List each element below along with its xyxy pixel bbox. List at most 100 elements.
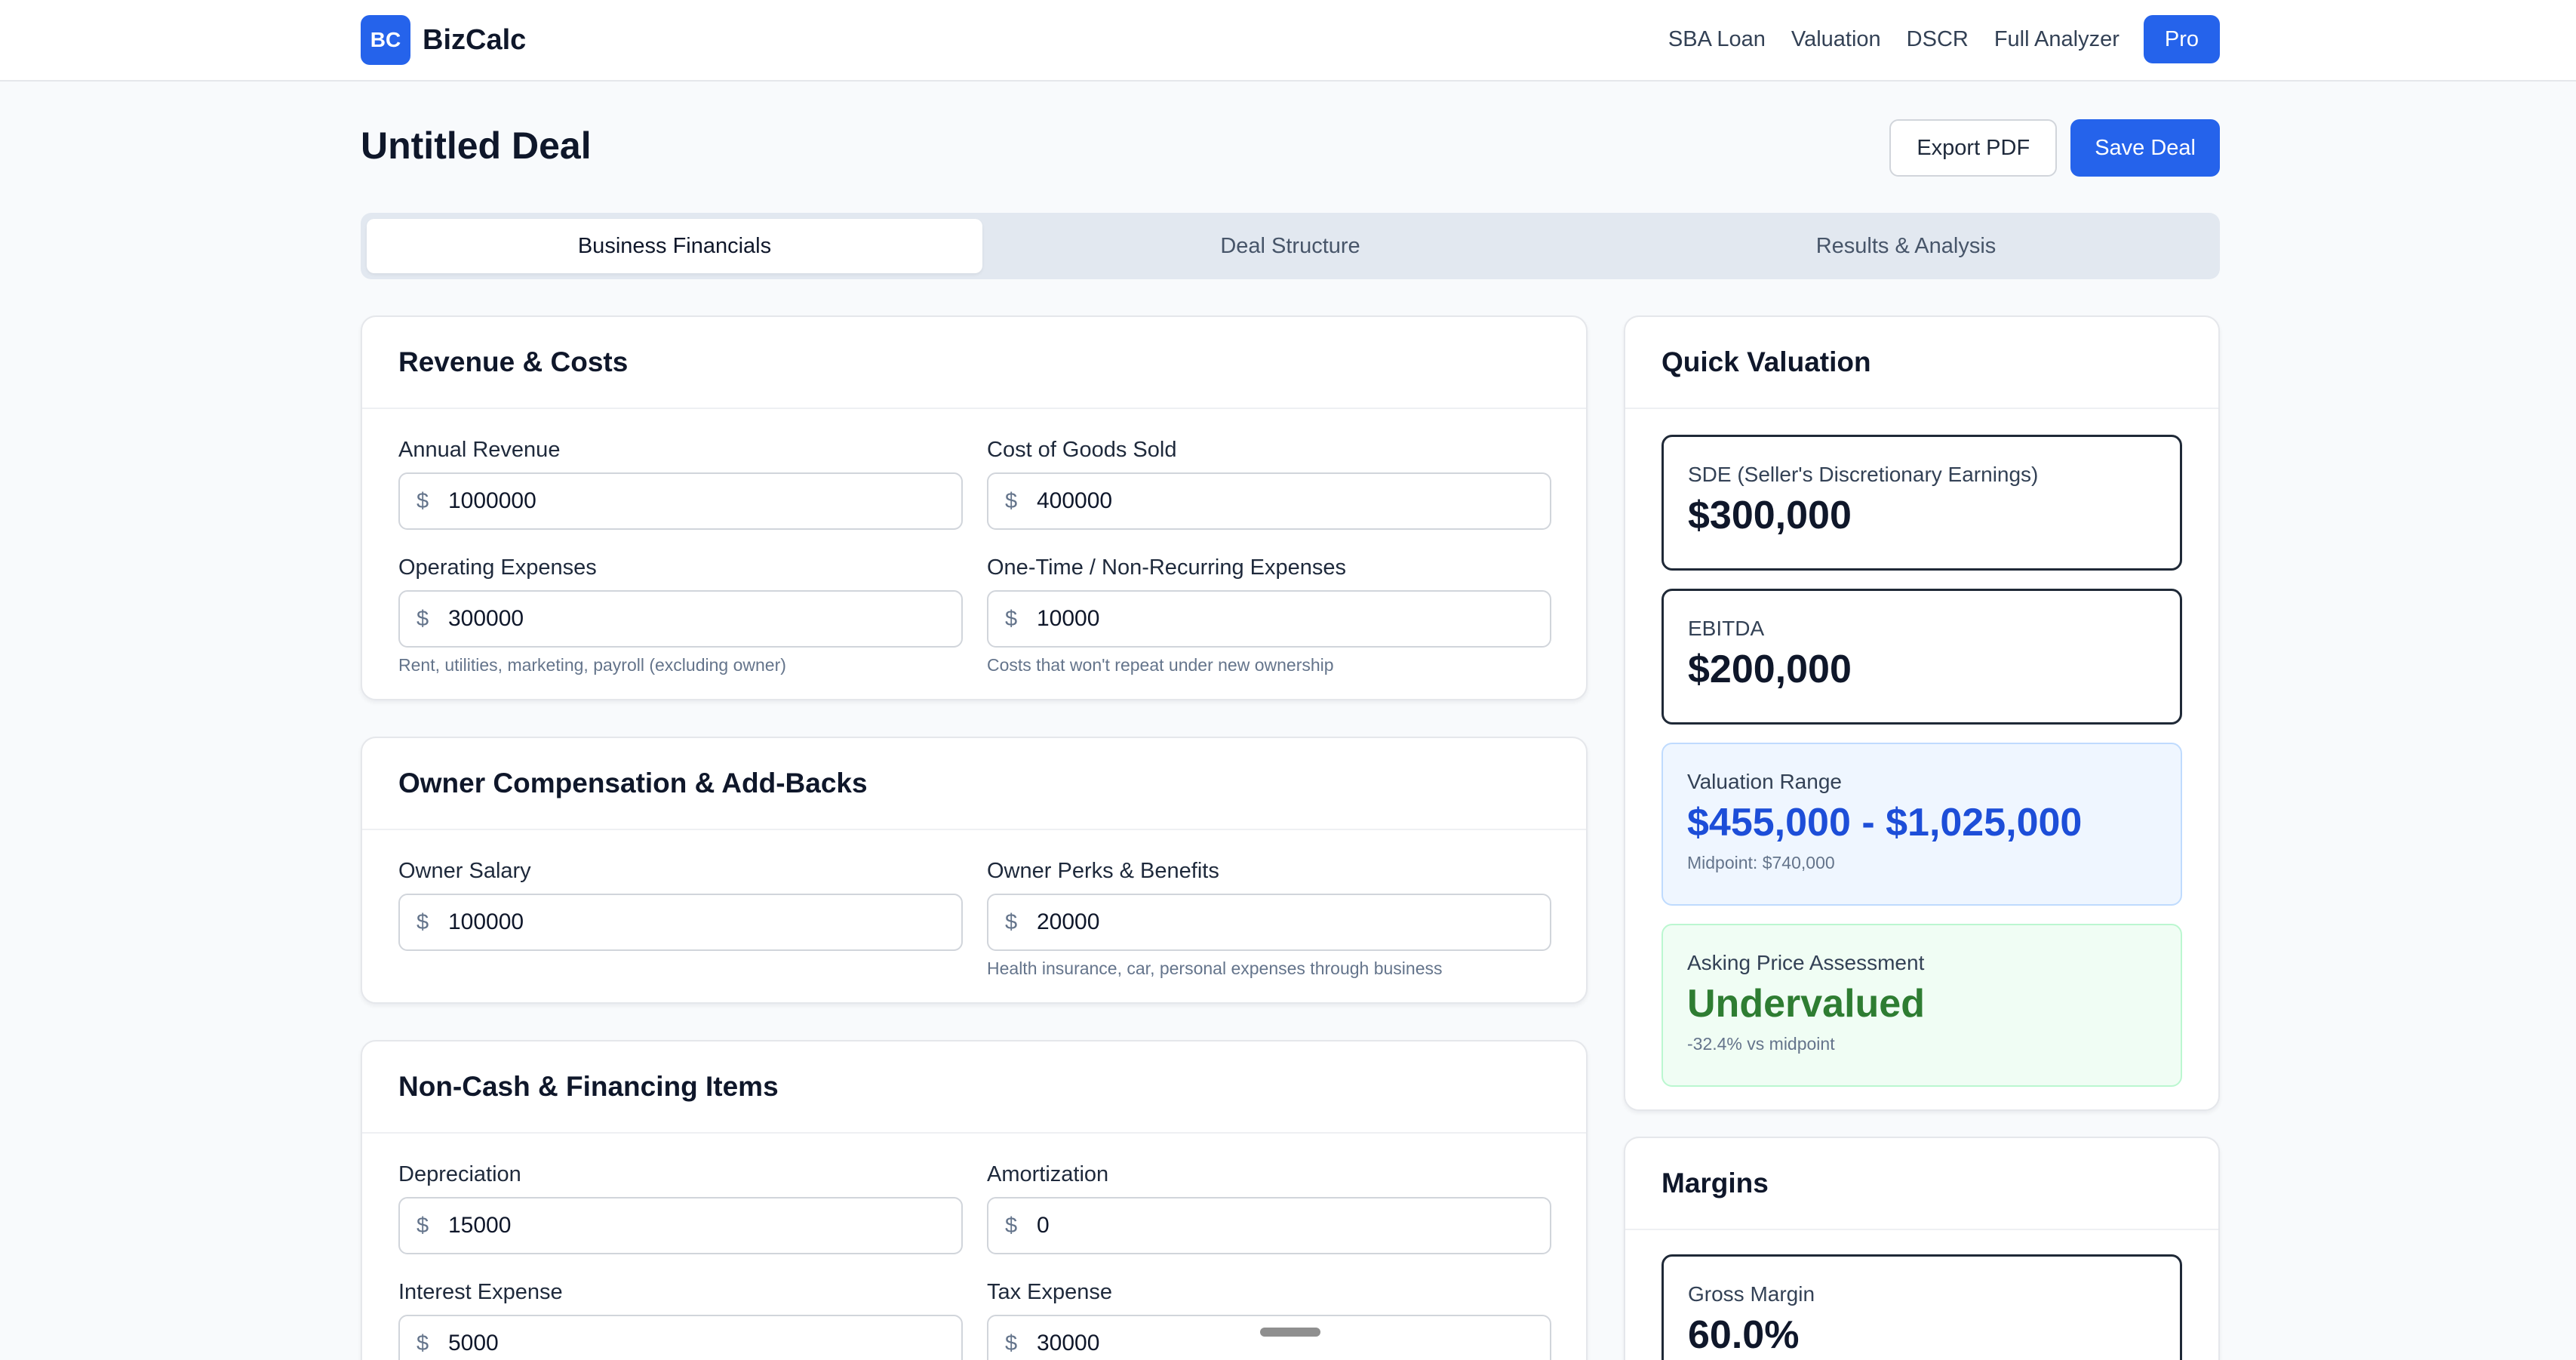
owner-comp-card: Owner Compensation & Add-Backs Owner Sal… <box>361 737 1588 1004</box>
owner-salary-label: Owner Salary <box>398 859 531 883</box>
save-deal-button[interactable]: Save Deal <box>2070 119 2220 177</box>
sde-label: SDE (Seller's Discretionary Earnings) <box>1688 463 2039 486</box>
depreciation-input[interactable]: $ 15000 <box>398 1197 963 1254</box>
currency-symbol: $ <box>1005 1331 1018 1355</box>
currency-symbol: $ <box>417 1331 429 1355</box>
operating-expenses-input[interactable]: $ 300000 <box>398 590 963 648</box>
owner-comp-title: Owner Compensation & Add-Backs <box>398 768 868 798</box>
one-time-expenses-value: 10000 <box>1037 606 1100 631</box>
tax-expense-label: Tax Expense <box>987 1280 1113 1304</box>
valuation-range-box: Valuation Range $455,000 - $1,025,000 Mi… <box>1661 743 2182 906</box>
currency-symbol: $ <box>1005 488 1018 513</box>
asking-price-box: Asking Price Assessment Undervalued -32.… <box>1661 924 2182 1087</box>
pro-button[interactable]: Pro <box>2143 15 2220 63</box>
export-pdf-button[interactable]: Export PDF <box>1889 119 2058 177</box>
gross-margin-label: Gross Margin <box>1688 1282 1815 1306</box>
tab-results-analysis[interactable]: Results & Analysis <box>1815 233 1997 258</box>
amortization-input[interactable]: $ 0 <box>987 1197 1551 1254</box>
owner-salary-input[interactable]: $ 100000 <box>398 894 963 951</box>
valuation-midpoint: Midpoint: $740,000 <box>1687 853 1835 872</box>
tax-expense-value: 30000 <box>1037 1331 1100 1355</box>
tab-bar: Business Financials Deal Structure Resul… <box>361 213 2220 279</box>
quick-valuation-title: Quick Valuation <box>1661 346 1871 377</box>
cogs-input[interactable]: $ 400000 <box>987 472 1551 530</box>
tax-expense-input[interactable]: $ 30000 <box>987 1315 1551 1360</box>
owner-perks-input[interactable]: $ 20000 <box>987 894 1551 951</box>
sde-box: SDE (Seller's Discretionary Earnings) $3… <box>1661 435 2182 571</box>
gross-margin-value: 60.0% <box>1688 1313 1800 1357</box>
main-nav: SBA Loan Valuation DSCR Full Analyzer Pr… <box>1668 15 2220 63</box>
revenue-costs-card: Revenue & Costs Annual Revenue $ 1000000… <box>361 315 1588 700</box>
owner-perks-label: Owner Perks & Benefits <box>987 859 1219 883</box>
currency-symbol: $ <box>417 606 429 631</box>
top-bar: BC BizCalc SBA Loan Valuation DSCR Full … <box>0 0 2576 82</box>
one-time-expenses-input[interactable]: $ 10000 <box>987 590 1551 648</box>
currency-symbol: $ <box>417 488 429 513</box>
currency-symbol: $ <box>1005 909 1018 934</box>
ebitda-label: EBITDA <box>1688 617 1765 640</box>
quick-valuation-card: Quick Valuation SDE (Seller's Discretion… <box>1624 315 2220 1111</box>
currency-symbol: $ <box>417 909 429 934</box>
asking-price-status: Undervalued <box>1687 982 1925 1026</box>
interest-expense-field: Interest Expense $ 5000 <box>398 1277 963 1360</box>
depreciation-value: 15000 <box>448 1213 512 1238</box>
margins-header: Margins <box>1625 1138 2218 1230</box>
tab-deal-structure[interactable]: Deal Structure <box>1220 233 1360 258</box>
interest-expense-input[interactable]: $ 5000 <box>398 1315 963 1360</box>
cogs-field: Cost of Goods Sold $ 400000 <box>987 435 1551 530</box>
nav-full-analyzer[interactable]: Full Analyzer <box>1993 26 2120 51</box>
interest-expense-label: Interest Expense <box>398 1280 563 1304</box>
owner-perks-hint: Health insurance, car, personal expenses… <box>987 958 1443 978</box>
one-time-expenses-field: One-Time / Non-Recurring Expenses $ 1000… <box>987 552 1551 675</box>
annual-revenue-field: Annual Revenue $ 1000000 <box>398 435 963 530</box>
valuation-range-label: Valuation Range <box>1687 770 1842 793</box>
amortization-value: 0 <box>1037 1213 1050 1238</box>
currency-symbol: $ <box>417 1213 429 1238</box>
nav-valuation[interactable]: Valuation <box>1791 26 1881 51</box>
operating-expenses-label: Operating Expenses <box>398 555 597 580</box>
page-actions: Export PDF Save Deal <box>1889 119 2220 177</box>
page-title: Untitled Deal <box>361 125 592 167</box>
annual-revenue-input[interactable]: $ 1000000 <box>398 472 963 530</box>
revenue-costs-header: Revenue & Costs <box>362 317 1586 409</box>
operating-expenses-hint: Rent, utilities, marketing, payroll (exc… <box>398 655 786 675</box>
owner-comp-header: Owner Compensation & Add-Backs <box>362 738 1586 830</box>
scroll-indicator[interactable] <box>1260 1328 1320 1337</box>
owner-perks-field: Owner Perks & Benefits $ 20000 Health in… <box>987 856 1551 979</box>
ebitda-box: EBITDA $200,000 <box>1661 589 2182 725</box>
non-cash-header: Non-Cash & Financing Items <box>362 1042 1586 1134</box>
currency-symbol: $ <box>1005 606 1018 631</box>
revenue-costs-title: Revenue & Costs <box>398 346 629 377</box>
ebitda-value: $200,000 <box>1688 648 1852 691</box>
operating-expenses-field: Operating Expenses $ 300000 Rent, utilit… <box>398 552 963 675</box>
owner-salary-field: Owner Salary $ 100000 <box>398 856 963 951</box>
amortization-label: Amortization <box>987 1162 1109 1186</box>
annual-revenue-label: Annual Revenue <box>398 438 561 462</box>
amortization-field: Amortization $ 0 <box>987 1159 1551 1254</box>
valuation-range-value: $455,000 - $1,025,000 <box>1687 801 2083 845</box>
depreciation-label: Depreciation <box>398 1162 521 1186</box>
brand-name: BizCalc <box>423 23 527 56</box>
owner-salary-value: 100000 <box>448 909 524 934</box>
tab-business-financials[interactable]: Business Financials <box>367 219 982 273</box>
non-cash-card: Non-Cash & Financing Items Depreciation … <box>361 1040 1588 1360</box>
cogs-label: Cost of Goods Sold <box>987 438 1177 462</box>
depreciation-field: Depreciation $ 15000 <box>398 1159 963 1254</box>
annual-revenue-value: 1000000 <box>448 488 536 513</box>
operating-expenses-value: 300000 <box>448 606 524 631</box>
one-time-expenses-label: One-Time / Non-Recurring Expenses <box>987 555 1346 580</box>
sde-value: $300,000 <box>1688 494 1852 537</box>
asking-price-delta: -32.4% vs midpoint <box>1687 1034 1835 1054</box>
quick-valuation-header: Quick Valuation <box>1625 317 2218 409</box>
margins-card: Margins Gross Margin 60.0% <box>1624 1137 2220 1360</box>
one-time-expenses-hint: Costs that won't repeat under new owners… <box>987 655 1334 675</box>
brand[interactable]: BC BizCalc <box>361 15 526 65</box>
currency-symbol: $ <box>1005 1213 1018 1238</box>
interest-expense-value: 5000 <box>448 1331 499 1355</box>
gross-margin-box: Gross Margin 60.0% <box>1661 1254 2182 1360</box>
non-cash-title: Non-Cash & Financing Items <box>398 1071 779 1102</box>
owner-perks-value: 20000 <box>1037 909 1100 934</box>
nav-dscr[interactable]: DSCR <box>1906 26 1969 51</box>
nav-sba-loan[interactable]: SBA Loan <box>1668 26 1766 51</box>
tax-expense-field: Tax Expense $ 30000 <box>987 1277 1551 1360</box>
